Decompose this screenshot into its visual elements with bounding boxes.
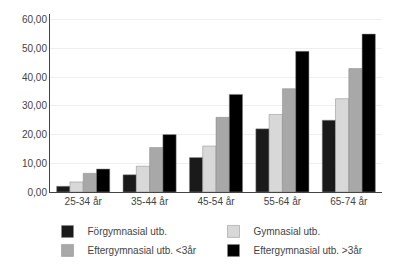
svg-text:Förgymnasial utb.: Förgymnasial utb. — [88, 226, 167, 237]
svg-text:35-44 år: 35-44 år — [131, 196, 169, 207]
svg-text:55-64 år: 55-64 år — [264, 196, 302, 207]
svg-text:25-34 år: 25-34 år — [65, 196, 103, 207]
svg-text:10,00: 10,00 — [22, 158, 47, 169]
svg-text:Gymnasial utb.: Gymnasial utb. — [254, 226, 321, 237]
svg-text:Eftergymnasial utb. <3år: Eftergymnasial utb. <3år — [88, 245, 197, 256]
svg-text:45-54 år: 45-54 år — [197, 196, 235, 207]
svg-text:50,00: 50,00 — [22, 43, 47, 54]
svg-text:30,00: 30,00 — [22, 100, 47, 111]
svg-text:20,00: 20,00 — [22, 129, 47, 140]
svg-text:0,00: 0,00 — [28, 187, 48, 198]
svg-text:65-74 år: 65-74 år — [330, 196, 368, 207]
svg-text:40,00: 40,00 — [22, 72, 47, 83]
svg-text:Eftergymnasial utb. >3år: Eftergymnasial utb. >3år — [254, 245, 363, 256]
svg-text:60,00: 60,00 — [22, 14, 47, 25]
